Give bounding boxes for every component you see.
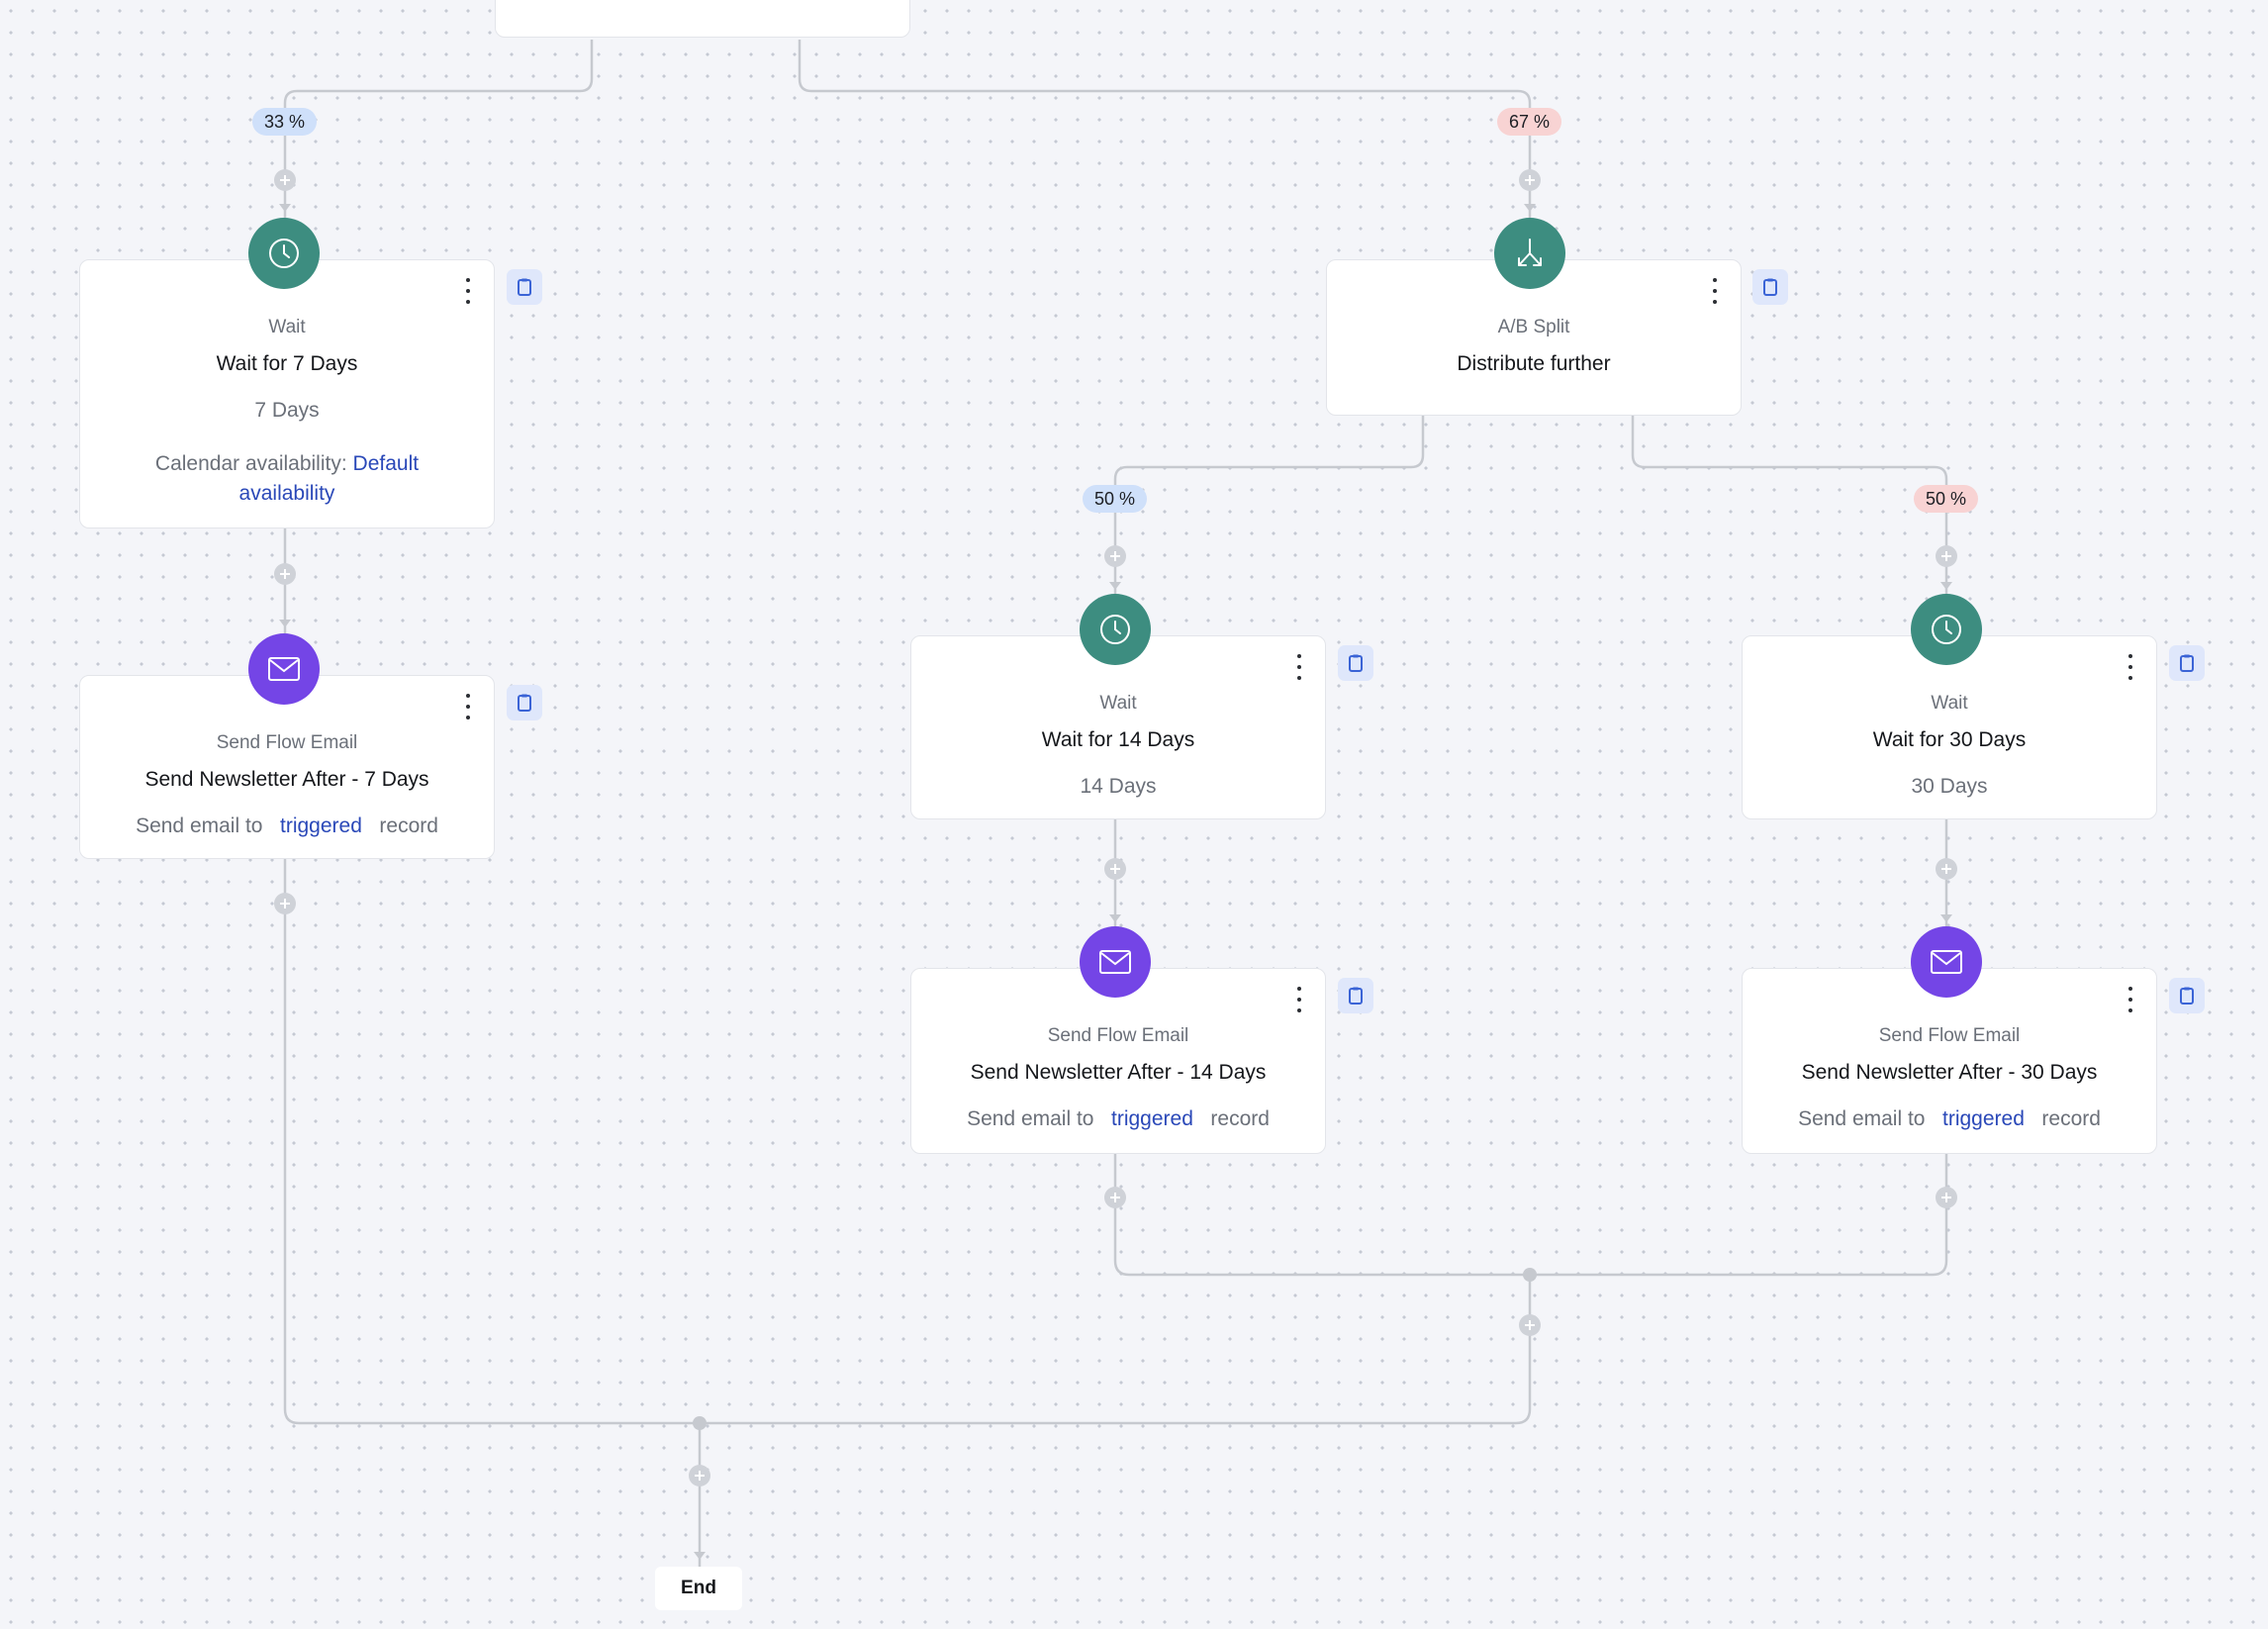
step-type-label: Wait (1931, 693, 1968, 714)
more-options-button[interactable] (1709, 278, 1721, 304)
parent-node-card[interactable] (495, 0, 910, 38)
note-button[interactable] (1338, 645, 1373, 681)
add-step-button[interactable] (1519, 169, 1541, 191)
calendar-availability-link[interactable]: Default (352, 452, 420, 475)
plus-icon (1525, 175, 1535, 185)
note-button[interactable] (1338, 978, 1373, 1013)
wait-duration-link[interactable]: 7 Days (254, 399, 320, 422)
plus-icon (695, 1471, 705, 1481)
branch-percentage-badge: 50 % (1083, 485, 1148, 513)
send-email-step-card[interactable]: Send Flow Email Send Newsletter After - … (910, 968, 1326, 1154)
add-step-button[interactable] (689, 1465, 710, 1486)
clipboard-icon (2180, 654, 2194, 672)
clipboard-icon (2180, 987, 2194, 1005)
more-options-button[interactable] (1293, 654, 1305, 680)
clipboard-icon (1349, 987, 1363, 1005)
more-options-button[interactable] (2125, 987, 2136, 1012)
plus-icon (1110, 551, 1120, 561)
branch-percentage-badge: 67 % (1497, 108, 1562, 136)
wait-step-card[interactable]: Wait Wait for 7 Days 7 Days Calendar ava… (79, 259, 495, 528)
note-button[interactable] (507, 685, 542, 720)
recipient-prefix: Send email to (967, 1107, 1094, 1130)
recipient-link[interactable]: triggered (1111, 1107, 1193, 1130)
step-type-label: Send Flow Email (1878, 1025, 2021, 1046)
envelope-icon (1080, 926, 1151, 998)
more-options-button[interactable] (462, 694, 474, 719)
step-type-label: Send Flow Email (1047, 1025, 1189, 1046)
wait-duration-link[interactable]: 14 Days (1080, 775, 1157, 798)
plus-icon (1941, 1193, 1951, 1202)
more-options-button[interactable] (2125, 654, 2136, 680)
clock-icon (1080, 594, 1151, 665)
wait-step-card[interactable]: Wait Wait for 14 Days 14 Days (910, 635, 1326, 819)
branch-percentage-badge: 50 % (1914, 485, 1979, 513)
plus-icon (1941, 864, 1951, 874)
add-step-button[interactable] (1104, 1187, 1126, 1208)
recipient-link[interactable]: triggered (280, 814, 362, 837)
add-step-button[interactable] (1936, 858, 1957, 880)
wait-step-card[interactable]: Wait Wait for 30 Days 30 Days (1742, 635, 2157, 819)
step-type-label: Wait (268, 317, 306, 337)
add-step-button[interactable] (1936, 1187, 1957, 1208)
step-title: Wait for 30 Days (1872, 728, 2027, 751)
calendar-availability-link[interactable]: availability (238, 482, 335, 505)
add-step-button[interactable] (1519, 1314, 1541, 1336)
step-title: Send Newsletter After - 30 Days (1801, 1061, 2098, 1084)
plus-icon (280, 899, 290, 909)
add-step-button[interactable] (1104, 858, 1126, 880)
send-email-step-card[interactable]: Send Flow Email Send Newsletter After - … (1742, 968, 2157, 1154)
split-icon (1494, 218, 1565, 289)
step-title: Wait for 7 Days (216, 352, 358, 375)
step-type-label: A/B Split (1497, 317, 1570, 337)
calendar-availability-label: Calendar availability: (154, 452, 347, 475)
clipboard-icon (1763, 278, 1777, 296)
note-button[interactable] (2169, 645, 2205, 681)
add-step-button[interactable] (1936, 545, 1957, 567)
recipient-suffix: record (1210, 1107, 1270, 1130)
step-type-label: Send Flow Email (216, 732, 358, 753)
add-step-button[interactable] (274, 893, 296, 914)
step-title: Wait for 14 Days (1041, 728, 1195, 751)
clipboard-icon (1349, 654, 1363, 672)
recipient-suffix: record (2041, 1107, 2101, 1130)
add-step-button[interactable] (274, 169, 296, 191)
recipient-prefix: Send email to (1798, 1107, 1926, 1130)
email-recipient-info: Send email to triggered record (911, 1104, 1325, 1134)
send-email-step-card[interactable]: Send Flow Email Send Newsletter After - … (79, 675, 495, 859)
wait-duration-link[interactable]: 30 Days (1911, 775, 1988, 798)
plus-icon (1110, 864, 1120, 874)
note-button[interactable] (2169, 978, 2205, 1013)
plus-icon (280, 569, 290, 579)
clock-icon (248, 218, 320, 289)
end-node[interactable]: End (655, 1567, 742, 1610)
envelope-icon (1911, 926, 1982, 998)
recipient-prefix: Send email to (136, 814, 263, 837)
recipient-link[interactable]: triggered (1942, 1107, 2025, 1130)
email-recipient-info: Send email to triggered record (1743, 1104, 2156, 1134)
note-button[interactable] (1752, 269, 1788, 305)
envelope-icon (248, 633, 320, 705)
clipboard-icon (518, 694, 531, 712)
clock-icon (1911, 594, 1982, 665)
more-options-button[interactable] (462, 278, 474, 304)
step-title: Distribute further (1457, 352, 1611, 375)
add-step-button[interactable] (1104, 545, 1126, 567)
add-step-button[interactable] (274, 563, 296, 585)
plus-icon (1941, 551, 1951, 561)
note-button[interactable] (507, 269, 542, 305)
step-title: Send Newsletter After - 7 Days (144, 768, 429, 791)
more-options-button[interactable] (1293, 987, 1305, 1012)
recipient-suffix: record (379, 814, 438, 837)
branch-percentage-badge: 33 % (252, 108, 318, 136)
step-title: Send Newsletter After - 14 Days (970, 1061, 1267, 1084)
plus-icon (1110, 1193, 1120, 1202)
email-recipient-info: Send email to triggered record (80, 812, 494, 841)
clipboard-icon (518, 278, 531, 296)
calendar-availability: Calendar availability: Default availabil… (80, 449, 494, 509)
plus-icon (1525, 1320, 1535, 1330)
plus-icon (280, 175, 290, 185)
step-type-label: Wait (1099, 693, 1137, 714)
